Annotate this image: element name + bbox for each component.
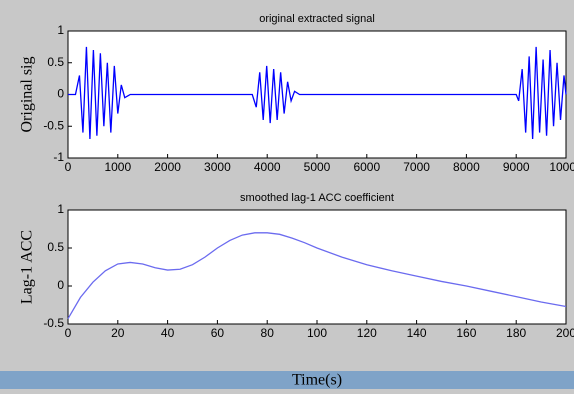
- y-tick-label: 0: [57, 87, 64, 101]
- signal-line: [68, 46, 567, 139]
- x-tick-label: 9000: [503, 160, 530, 174]
- x-tick-label: 6000: [353, 160, 380, 174]
- y-tick-label: 0: [57, 278, 64, 292]
- plot-area: [67, 209, 567, 325]
- signal-line: [67, 232, 567, 320]
- x-tick-label: 40: [161, 326, 175, 340]
- x-tick-label: 180: [506, 326, 526, 340]
- y-tick-label: -0.5: [43, 118, 64, 132]
- x-tick-label: 7000: [403, 160, 430, 174]
- x-tick-label: 4000: [254, 160, 281, 174]
- x-tick-label: 80: [261, 326, 275, 340]
- y-tick-label: -1: [53, 150, 64, 164]
- x-tick-label: 20: [111, 326, 125, 340]
- x-tick-label: 3000: [204, 160, 231, 174]
- y-axis-label: Original sig: [19, 57, 36, 133]
- x-tick-label: 8000: [453, 160, 480, 174]
- x-axis-label: Time(s): [292, 372, 342, 389]
- y-tick-label: 0.5: [47, 55, 64, 69]
- x-tick-label: 140: [407, 326, 427, 340]
- y-tick-label: 1: [57, 202, 64, 216]
- x-tick-label: 60: [211, 326, 225, 340]
- y-tick-label: -0.5: [43, 316, 64, 330]
- x-tick-label: 0: [65, 326, 72, 340]
- x-tick-label: 0: [65, 160, 72, 174]
- x-tick-label: 100: [307, 326, 327, 340]
- x-tick-label: 160: [456, 326, 476, 340]
- x-tick-label: 1000: [104, 160, 131, 174]
- y-tick-label: 1: [57, 23, 64, 37]
- x-tick-label: 5000: [304, 160, 331, 174]
- x-tick-label: 2000: [154, 160, 181, 174]
- taskbar: [0, 371, 574, 389]
- x-tick-label: 120: [357, 326, 377, 340]
- y-tick-label: 0.5: [47, 240, 64, 254]
- y-axis-label: Lag-1 ACC: [19, 230, 36, 304]
- chart-title: original extracted signal: [259, 13, 375, 25]
- x-tick-label: 200: [556, 326, 574, 340]
- chart-title: smoothed lag-1 ACC coefficient: [240, 192, 394, 204]
- x-tick-label: 10000: [549, 160, 574, 174]
